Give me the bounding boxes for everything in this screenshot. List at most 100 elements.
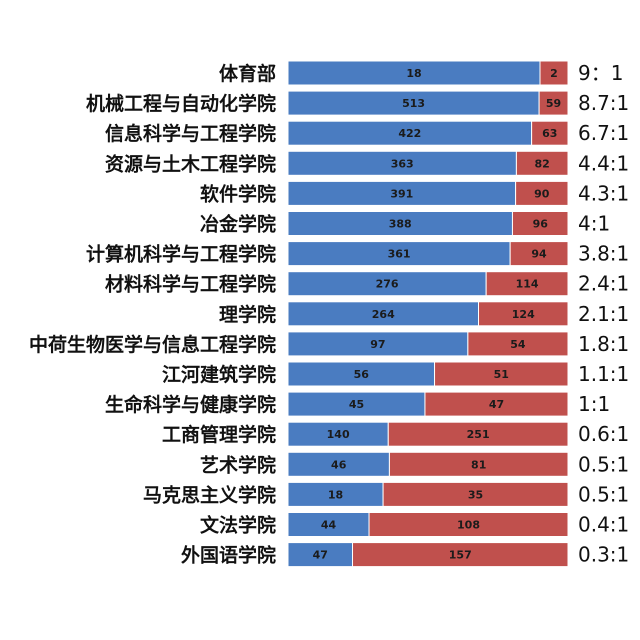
ratio-label: 8.7:1 [578,91,629,115]
data-label-1: 18 [328,488,343,501]
bar-segment-1 [287,331,469,357]
data-label-2: 35 [468,488,483,501]
data-label-1: 44 [321,519,337,532]
bar-segment-1 [287,180,517,206]
category-label: 体育部 [219,62,276,85]
bar-segment-2 [434,361,569,387]
ratio-label: 4.3:1 [578,181,629,205]
chart-row: 工商管理学院 140 251 0.6:1 [162,421,629,447]
chart-row: 信息科学与工程学院 422 63 6.7:1 [105,120,629,146]
category-label: 生命科学与健康学院 [105,393,276,416]
category-label: 中荷生物医学与信息工程学院 [29,333,276,356]
category-label: 文法学院 [200,514,276,537]
ratio-label: 0.5:1 [578,452,629,476]
data-label-2: 157 [449,549,472,562]
category-label: 计算机科学与工程学院 [86,243,276,266]
chart-row: 软件学院 391 90 4.3:1 [200,180,629,206]
data-label-2: 251 [467,428,490,441]
chart-row: 资源与土木工程学院 363 82 4.4:1 [105,150,629,176]
chart-row: 外国语学院 47 157 0.3:1 [181,542,629,568]
ratio-label: 0.4:1 [578,513,629,537]
ratio-label: 2.4:1 [578,272,629,296]
ratio-label: 2.1:1 [578,302,629,326]
data-label-2: 54 [510,338,526,351]
bar-segment-2 [424,391,569,417]
data-label-1: 264 [372,308,395,321]
data-label-1: 56 [354,368,370,381]
data-label-2: 124 [512,308,535,321]
bar-segment-1 [287,361,436,387]
category-label: 机械工程与自动化学院 [86,92,276,115]
category-label: 艺术学院 [200,453,276,476]
bar-segment-2 [352,542,569,568]
bar-segment-1 [287,150,517,176]
chart-row: 马克思主义学院 18 35 0.5:1 [143,481,629,507]
data-label-2: 96 [533,218,549,231]
data-label-1: 361 [388,248,411,261]
bar-segment-2 [387,421,569,447]
data-label-2: 51 [494,368,509,381]
category-label: 软件学院 [200,182,276,205]
bar-segment-2 [388,451,569,477]
data-label-2: 82 [535,157,550,170]
bar-segment-1 [287,512,370,537]
ratio-label: 0.5:1 [578,482,629,506]
data-label-2: 2 [550,67,558,80]
ratio-label: 4.4:1 [578,151,629,175]
chart-row: 机械工程与自动化学院 513 59 8.7:1 [86,90,629,116]
category-label: 信息科学与工程学院 [105,122,276,145]
chart-row: 中荷生物医学与信息工程学院 97 54 1.8:1 [29,331,629,357]
bar-segment-2 [538,90,569,116]
ratio-label: 3.8:1 [578,242,629,266]
data-label-1: 46 [331,458,347,471]
chart-row: 材料科学与工程学院 276 114 2.4:1 [105,271,629,297]
category-label: 外国语学院 [181,544,276,567]
data-label-1: 391 [390,187,413,200]
category-label: 江河建筑学院 [162,363,276,386]
data-label-2: 59 [546,97,561,110]
bar-segment-2 [509,241,569,267]
data-label-2: 108 [457,519,480,532]
data-label-2: 94 [531,248,547,261]
data-label-1: 47 [313,549,328,562]
data-label-1: 45 [349,398,364,411]
data-label-2: 90 [534,187,550,200]
bar-segment-2 [539,60,569,86]
data-label-1: 363 [391,157,414,170]
bar-segment-2 [478,301,569,327]
ratio-label: 0.3:1 [578,543,629,567]
category-label: 材料科学与工程学院 [105,273,276,296]
category-label: 资源与土木工程学院 [105,152,276,175]
category-label: 马克思主义学院 [143,483,276,506]
bar-segment-1 [287,120,533,146]
bar-segment-2 [511,211,569,236]
bar-segment-2 [515,150,569,176]
bar-segment-1 [287,391,426,417]
data-label-2: 63 [542,127,557,140]
data-label-1: 513 [402,97,425,110]
chart-row: 江河建筑学院 56 51 1.1:1 [162,361,629,387]
ratio-label: 1.8:1 [578,332,629,356]
bar-segment-1 [287,301,480,327]
data-label-1: 97 [370,338,385,351]
ratio-label: 6.7:1 [578,121,629,145]
bar-segment-1 [287,451,390,477]
chart-row: 体育部 18 2 9：1 [219,60,623,86]
chart-row: 计算机科学与工程学院 361 94 3.8:1 [86,241,629,267]
data-label-1: 140 [327,428,350,441]
data-label-1: 276 [376,278,399,291]
bar-segment-1 [287,241,511,267]
bar-segment-2 [531,120,569,146]
chart-row: 艺术学院 46 81 0.5:1 [200,451,629,477]
category-label: 理学院 [219,303,276,326]
data-label-2: 47 [489,398,504,411]
category-label: 工商管理学院 [162,423,276,446]
bar-segment-2 [467,331,569,357]
chart-rows: 体育部 18 2 9：1 机械工程与自动化学院 513 59 8.7:1 信息科学与工程学院 42… [29,60,629,568]
chart-row: 文法学院 44 108 0.4:1 [200,512,629,537]
ratio-label: 9：1 [578,61,623,85]
bar-segment-2 [382,481,569,507]
data-label-2: 81 [471,458,486,471]
chart-row: 冶金学院 388 96 4:1 [200,211,610,236]
